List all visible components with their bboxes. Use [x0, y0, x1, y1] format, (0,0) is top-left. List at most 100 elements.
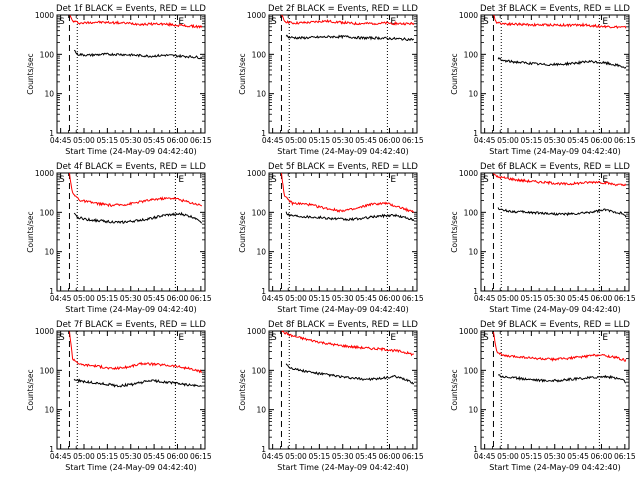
- end-marker-label: E: [390, 17, 396, 27]
- x-tick-label: 05:15: [309, 294, 331, 303]
- x-tick-label: 05:15: [521, 136, 543, 145]
- x-tick-label: 05:00: [285, 136, 307, 145]
- x-tick-label: 06:00: [379, 452, 401, 461]
- y-axis-label: Counts/sec: [450, 211, 459, 252]
- y-tick-label: 100: [40, 50, 55, 59]
- y-tick-label: 1: [49, 287, 54, 296]
- end-marker-label: E: [178, 175, 184, 185]
- x-tick-label: 05:45: [355, 294, 377, 303]
- y-tick-label: 100: [252, 366, 267, 375]
- panel-det-2: Det 2f BLACK = Events, RED = LLD 1 10 100 10…: [238, 4, 424, 156]
- events-series-line: [73, 49, 203, 60]
- y-tick-label: 1: [473, 129, 478, 138]
- y-tick-label: 10: [468, 248, 478, 257]
- end-marker-label: E: [602, 17, 608, 27]
- x-tick-label: 04:45: [474, 294, 496, 303]
- x-tick-label: 04:45: [474, 136, 496, 145]
- y-tick-label: 1000: [459, 11, 478, 20]
- y-tick-label: 1000: [247, 11, 266, 20]
- start-marker-label: S: [483, 175, 489, 185]
- x-tick-label: 05:00: [285, 294, 307, 303]
- x-tick-label: 05:00: [285, 452, 307, 461]
- y-tick-label: 100: [40, 366, 55, 375]
- lld-series-line: [493, 332, 627, 362]
- x-tick-label: 05:45: [143, 136, 165, 145]
- y-tick-label: 1000: [247, 327, 266, 336]
- y-tick-label: 1: [473, 287, 478, 296]
- x-tick-label: 05:45: [567, 294, 589, 303]
- x-tick-label: 06:00: [167, 452, 189, 461]
- x-tick-label: 05:45: [567, 452, 589, 461]
- x-tick-label: 05:00: [497, 452, 519, 461]
- x-tick-label: 04:45: [262, 452, 284, 461]
- panel-title: Det 2f BLACK = Events, RED = LLD: [268, 4, 418, 14]
- x-axis-label: Start Time (24-May-09 04:42:40): [489, 463, 620, 472]
- x-axis-label: Start Time (24-May-09 04:42:40): [277, 463, 408, 472]
- x-tick-label: 05:45: [355, 452, 377, 461]
- panel-title: Det 7f BLACK = Events, RED = LLD: [56, 320, 206, 330]
- start-marker-label: S: [271, 333, 277, 343]
- lld-series-line: [281, 172, 415, 213]
- y-tick-label: 1: [261, 445, 266, 454]
- panel-det-4: Det 4f BLACK = Events, RED = LLD 1 10 100 10…: [26, 162, 212, 314]
- end-marker-label: E: [390, 333, 396, 343]
- x-tick-label: 05:30: [332, 136, 354, 145]
- panel-title: Det 5f BLACK = Events, RED = LLD: [268, 162, 418, 172]
- x-tick-label: 06:15: [614, 452, 636, 461]
- x-axis-label: Start Time (24-May-09 04:42:40): [489, 305, 620, 314]
- end-marker-label: E: [602, 333, 608, 343]
- y-tick-label: 100: [464, 50, 479, 59]
- y-axis-label: Counts/sec: [238, 211, 247, 252]
- start-marker-label: S: [271, 175, 277, 185]
- x-tick-label: 06:15: [614, 136, 636, 145]
- lld-series-line: [493, 14, 627, 29]
- x-axis-label: Start Time (24-May-09 04:42:40): [489, 147, 620, 156]
- events-series-line: [73, 378, 203, 388]
- plot-frame: [268, 330, 418, 450]
- start-marker-label: S: [59, 333, 65, 343]
- lld-series-line: [281, 330, 414, 357]
- start-marker-label: S: [59, 175, 65, 185]
- x-tick-label: 05:45: [143, 294, 165, 303]
- panel-det-6: Det 6f BLACK = Events, RED = LLD 1 10 100 10…: [450, 162, 636, 314]
- panel-title: Det 4f BLACK = Events, RED = LLD: [56, 162, 206, 172]
- x-tick-label: 05:45: [143, 452, 165, 461]
- lld-series-line: [69, 172, 203, 208]
- x-tick-label: 05:15: [309, 452, 331, 461]
- x-tick-label: 05:15: [521, 294, 543, 303]
- x-tick-label: 06:15: [402, 136, 424, 145]
- x-tick-label: 05:00: [73, 294, 95, 303]
- events-series-line: [285, 211, 415, 222]
- y-tick-label: 100: [464, 208, 479, 217]
- x-tick-label: 06:15: [402, 452, 424, 461]
- y-tick-label: 1000: [35, 327, 54, 336]
- y-tick-label: 10: [468, 90, 478, 99]
- y-tick-label: 10: [44, 248, 54, 257]
- plot-frame: [480, 172, 630, 292]
- x-axis-label: Start Time (24-May-09 04:42:40): [65, 147, 196, 156]
- panel-title: Det 3f BLACK = Events, RED = LLD: [480, 4, 630, 14]
- x-tick-label: 04:45: [262, 136, 284, 145]
- events-series-line: [497, 56, 627, 69]
- x-tick-label: 04:45: [50, 294, 72, 303]
- y-tick-label: 10: [256, 90, 266, 99]
- x-axis-label: Start Time (24-May-09 04:42:40): [65, 305, 196, 314]
- end-marker-label: E: [390, 175, 396, 185]
- panel-det-3: Det 3f BLACK = Events, RED = LLD 1 10 100 10…: [450, 4, 636, 156]
- events-series-line: [73, 211, 203, 224]
- y-tick-label: 1: [261, 287, 266, 296]
- x-axis-label: Start Time (24-May-09 04:42:40): [277, 147, 408, 156]
- x-tick-label: 05:30: [332, 452, 354, 461]
- y-tick-label: 1000: [247, 169, 266, 178]
- x-tick-label: 05:15: [97, 452, 119, 461]
- x-tick-label: 06:00: [591, 294, 613, 303]
- x-axis-label: Start Time (24-May-09 04:42:40): [65, 463, 196, 472]
- y-tick-label: 1: [49, 129, 54, 138]
- plot-frame: [56, 330, 206, 450]
- x-tick-label: 05:15: [97, 136, 119, 145]
- y-tick-label: 1: [49, 445, 54, 454]
- panel-title: Det 9f BLACK = Events, RED = LLD: [480, 320, 630, 330]
- plot-frame: [56, 172, 206, 292]
- x-tick-label: 05:15: [309, 136, 331, 145]
